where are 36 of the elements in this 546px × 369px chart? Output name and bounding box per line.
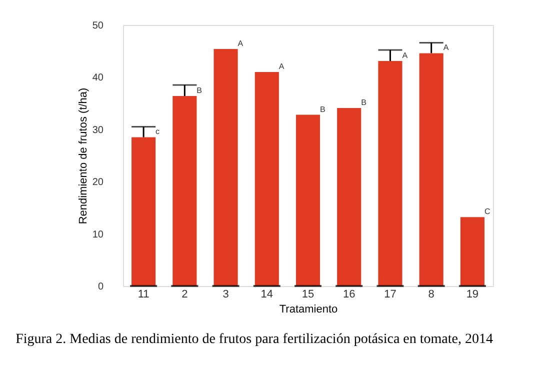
- bar: [296, 114, 320, 286]
- x-axis-title: Tratamiento: [279, 304, 338, 316]
- bar: [419, 53, 444, 286]
- annotation: C: [484, 207, 490, 216]
- x-tick-label: 15: [302, 288, 314, 300]
- bar: [378, 61, 402, 286]
- bar: [337, 108, 362, 286]
- x-tick-label: 2: [182, 288, 188, 300]
- x-tick-label: 19: [466, 288, 479, 300]
- annotation: A: [402, 51, 408, 60]
- y-tick-label: 50: [92, 20, 104, 32]
- x-tick-label: 8: [428, 288, 434, 300]
- y-tick-label: 10: [92, 229, 104, 240]
- x-tick-label: 17: [384, 288, 396, 300]
- bar: [132, 137, 156, 286]
- x-tick-label: 11: [138, 288, 150, 300]
- x-tick-label: 3: [222, 288, 229, 300]
- annotation: A: [238, 39, 244, 48]
- bar: [214, 49, 238, 286]
- annotation: A: [278, 62, 285, 71]
- x-tick-label: 14: [260, 288, 274, 300]
- y-tick-label: 30: [92, 124, 104, 136]
- y-tick-label: 20: [92, 177, 104, 188]
- annotation: B: [361, 98, 366, 107]
- annotation: B: [320, 104, 326, 114]
- y-axis-title: Rendimiento de frutos (t/ha): [77, 88, 90, 224]
- annotation: c: [156, 127, 160, 136]
- bar: [460, 217, 484, 286]
- y-tick-label: 0: [98, 282, 104, 292]
- x-tick-label: 16: [342, 288, 356, 300]
- text: Figura 2. Medias de rendimiento de frutos para fertilización potásica en tomate, 2014: [16, 332, 493, 347]
- bar: [172, 96, 197, 286]
- annotation: A: [443, 43, 450, 52]
- y-tick-label: 40: [92, 72, 104, 84]
- bar: [254, 72, 279, 286]
- annotation: B: [196, 86, 202, 95]
